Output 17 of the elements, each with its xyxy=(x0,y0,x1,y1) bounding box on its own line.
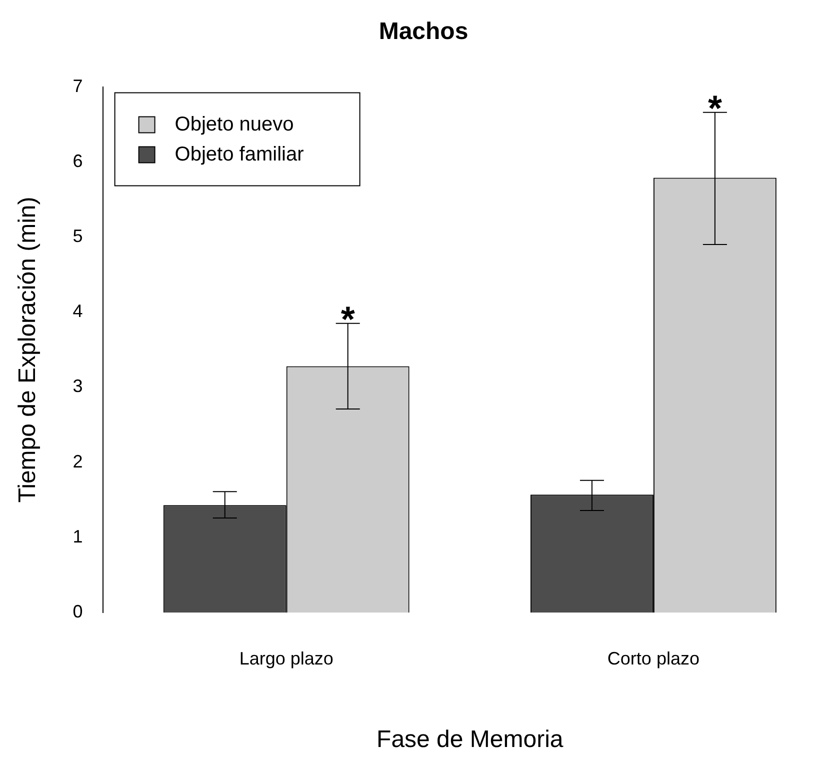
y-tick-label: 6 xyxy=(72,150,83,171)
y-tick-label: 0 xyxy=(72,602,83,622)
y-tick-label: 1 xyxy=(72,526,83,546)
annotation: * xyxy=(708,87,722,128)
y-axis-title: Tiempo de Exploración (min) xyxy=(14,196,42,503)
x-tick-label: Corto plazo xyxy=(607,648,700,668)
legend-label: Objeto familiar xyxy=(174,143,304,166)
y-tick-label: 3 xyxy=(72,376,83,396)
chart-title: Machos xyxy=(378,18,468,46)
legend-label: Objeto nuevo xyxy=(174,113,294,136)
annotation: * xyxy=(340,298,355,340)
y-tick-label: 4 xyxy=(72,301,83,322)
x-tick-label: Largo plazo xyxy=(239,648,334,668)
y-tick-label: 7 xyxy=(72,76,83,96)
y-tick-label: 5 xyxy=(72,226,83,246)
x-axis-title: Fase de Memoria xyxy=(376,726,564,754)
y-tick-label: 2 xyxy=(72,451,83,472)
